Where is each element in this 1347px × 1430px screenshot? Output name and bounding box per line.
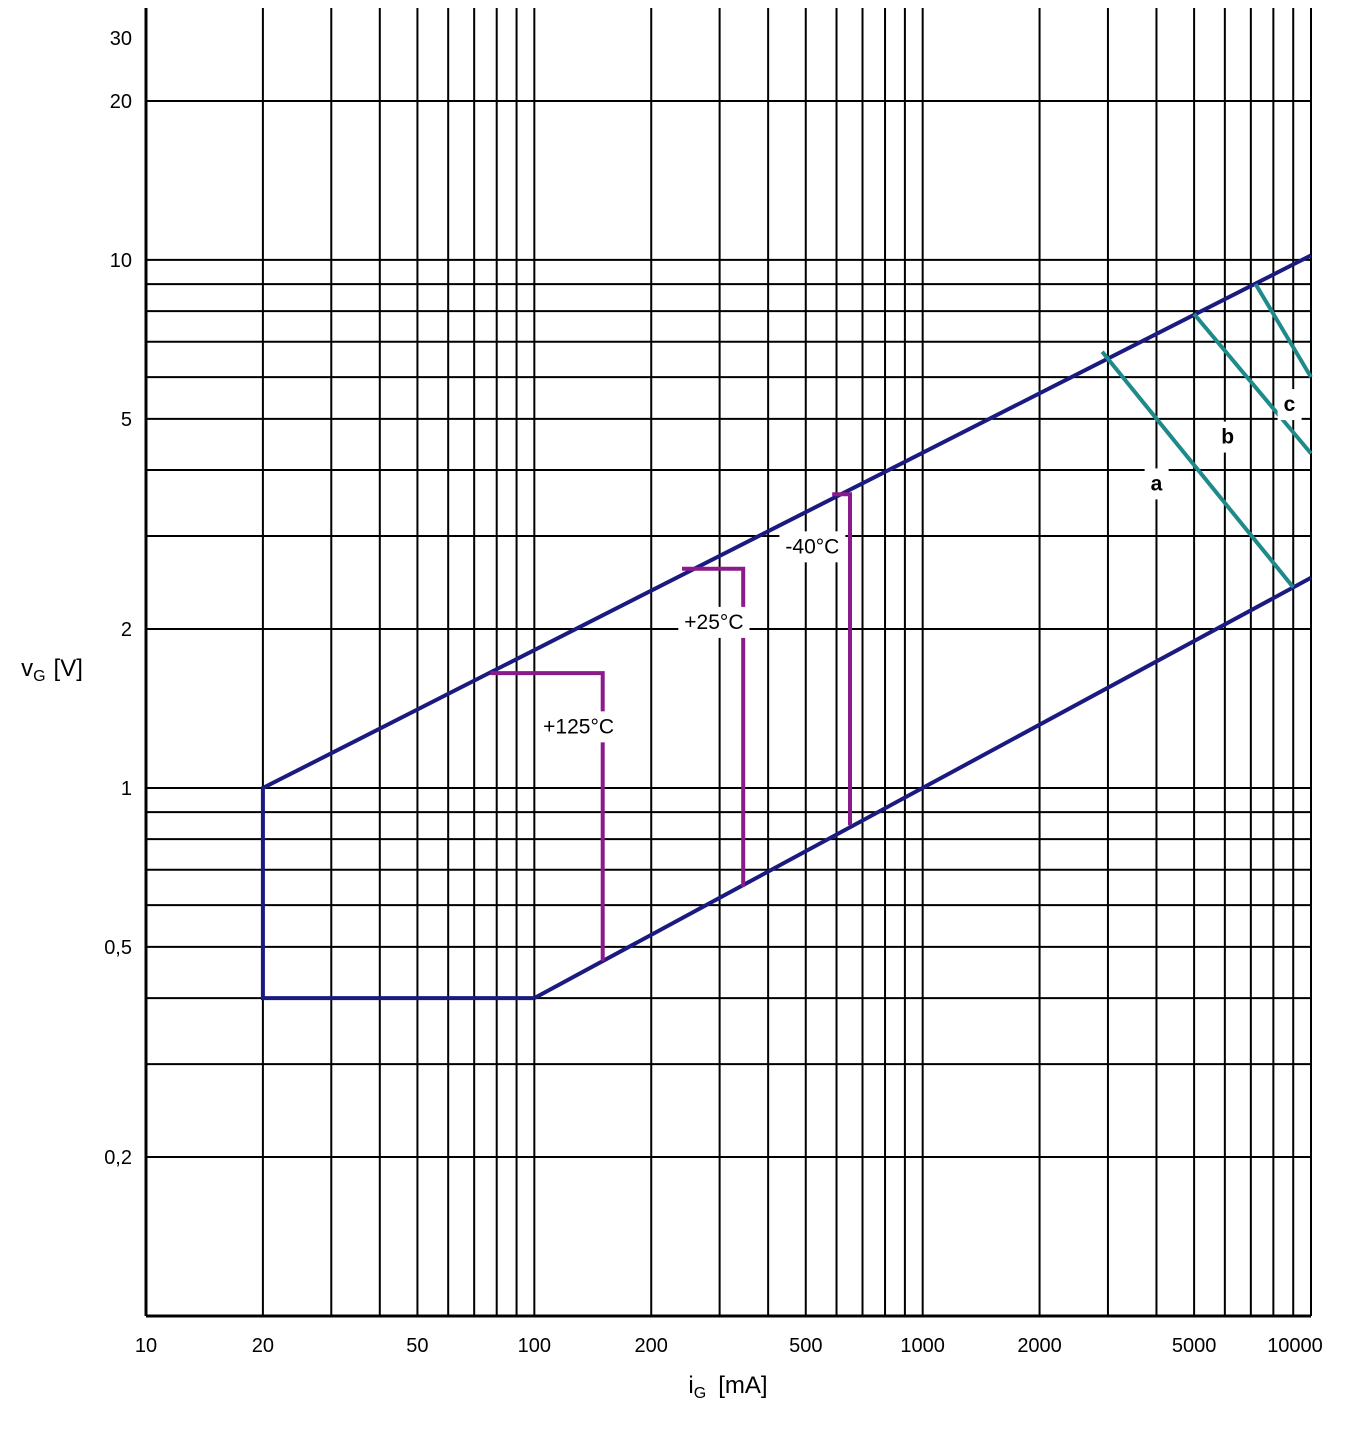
annotation-label: a bbox=[1151, 472, 1163, 495]
annotation-background bbox=[1277, 389, 1302, 421]
boundary-line-1 bbox=[533, 576, 1312, 1000]
y-tick-label: 1 bbox=[121, 778, 132, 800]
annotation-background bbox=[1144, 468, 1169, 500]
annotation-background bbox=[1215, 421, 1241, 453]
y-tick-label: 5 bbox=[121, 409, 132, 431]
series-a bbox=[1100, 350, 1295, 589]
x-tick-label: 50 bbox=[406, 1335, 428, 1357]
y-tick-label: 0,2 bbox=[104, 1147, 132, 1169]
x-tick-label: 20 bbox=[252, 1335, 274, 1357]
annotation-label: b bbox=[1221, 426, 1234, 449]
annotation-background bbox=[678, 606, 750, 638]
annotation-label: +25°C bbox=[684, 611, 743, 634]
series-125-c bbox=[490, 671, 605, 962]
y-tick-label: 0,5 bbox=[104, 937, 132, 959]
grid bbox=[146, 8, 1311, 1316]
annotation-label: +125°C bbox=[543, 715, 614, 738]
x-tick-label: 500 bbox=[789, 1335, 822, 1357]
annotation-background bbox=[537, 711, 621, 743]
x-tick-label: 1000 bbox=[900, 1335, 945, 1357]
x-tick-label: 5000 bbox=[1172, 1335, 1217, 1357]
x-tick-label: 100 bbox=[518, 1335, 551, 1357]
x-tick-label: 10000 bbox=[1267, 1335, 1323, 1357]
series-40-c bbox=[832, 492, 852, 826]
x-tick-label: 200 bbox=[635, 1335, 668, 1357]
y-tick-label: 20 bbox=[110, 91, 132, 113]
series bbox=[260, 253, 1313, 1001]
x-tick-label: 2000 bbox=[1017, 1335, 1062, 1357]
series-25-c bbox=[682, 566, 746, 887]
y-tick-label: 30 bbox=[110, 28, 132, 50]
plot-frame bbox=[144, 8, 1312, 1318]
x-axis-title: iG [mA] bbox=[688, 1372, 767, 1402]
boundary-line-0 bbox=[260, 253, 1312, 1001]
series-b bbox=[1192, 312, 1313, 455]
x-tick-label: 10 bbox=[135, 1335, 157, 1357]
annotation-background bbox=[779, 531, 846, 563]
annotation-label: -40°C bbox=[785, 535, 839, 558]
annotations: +125°C +25°C -40°C a b c bbox=[537, 389, 1302, 743]
y-tick-label: 2 bbox=[121, 619, 132, 641]
annotation-label: c bbox=[1284, 393, 1296, 416]
tick-labels: 10 20 50 100 200 500 1000 2000 5000 10000 0,2 0,5 1 2… bbox=[104, 28, 1323, 1357]
y-axis-title: vG [V] bbox=[21, 655, 83, 685]
series-c bbox=[1253, 283, 1313, 379]
y-tick-label: 10 bbox=[110, 250, 132, 272]
